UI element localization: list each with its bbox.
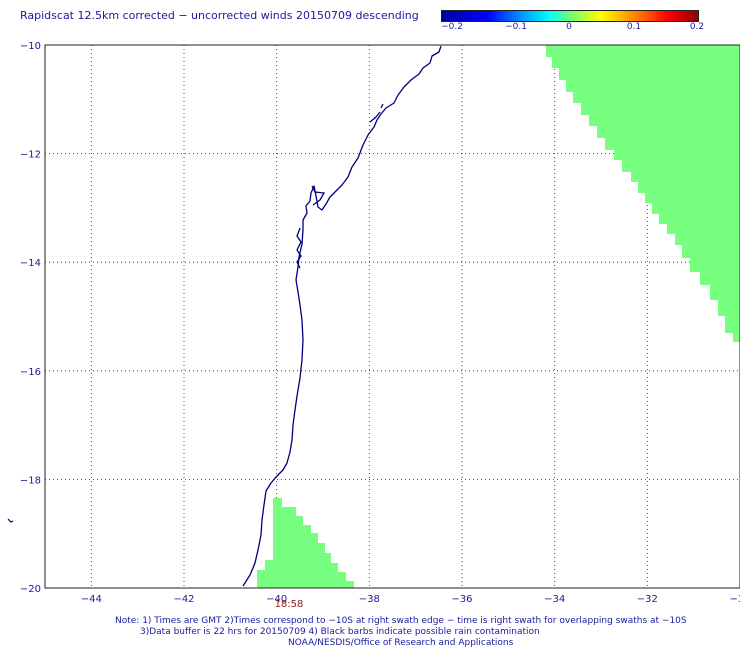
colorbar bbox=[441, 10, 699, 22]
colorbar-tick-label: −0.1 bbox=[505, 22, 527, 32]
x-tick-label: −30 bbox=[729, 594, 740, 605]
note-line-3: NOAA/NESDIS/Office of Research and Appli… bbox=[288, 638, 514, 648]
x-tick-label: −34 bbox=[544, 594, 565, 605]
map-frame bbox=[44, 44, 740, 589]
swath-time-label: 18:58 bbox=[275, 599, 304, 610]
coastline bbox=[242, 45, 442, 587]
x-tick-label: −38 bbox=[359, 594, 380, 605]
note-line-2: 3)Data buffer is 22 hrs for 20150709 4) … bbox=[140, 627, 540, 637]
swath-area-northeast bbox=[546, 45, 740, 342]
y-tick-label: −16 bbox=[20, 367, 41, 378]
island-marker bbox=[7, 518, 14, 523]
x-tick-label: −42 bbox=[173, 594, 194, 605]
x-tick-label: −40 bbox=[266, 594, 287, 605]
y-tick-label: −12 bbox=[20, 150, 41, 161]
colorbar-tick-label: −0.2 bbox=[441, 22, 463, 32]
colorbar-tick-label: 0 bbox=[566, 22, 572, 32]
y-tick-label: −20 bbox=[20, 584, 41, 595]
y-tick-label: −10 bbox=[20, 41, 41, 52]
note-line-1: Note: 1) Times are GMT 2)Times correspon… bbox=[115, 616, 687, 626]
x-tick-label: −32 bbox=[637, 594, 658, 605]
colorbar-tick-label: 0.2 bbox=[689, 22, 705, 32]
map-title: Rapidscat 12.5km corrected − uncorrected… bbox=[20, 9, 419, 22]
colorbar-tick-label: 0.1 bbox=[626, 22, 642, 32]
map-grid bbox=[45, 44, 740, 589]
x-tick-label: −36 bbox=[451, 594, 472, 605]
axis-tick-labels: −44 −42 −40 −38 −36 −34 −32 −30 −10 −12 −14 −16 −18 −… bbox=[20, 41, 740, 605]
x-tick-label: −44 bbox=[81, 594, 102, 605]
y-tick-label: −14 bbox=[20, 258, 41, 269]
y-tick-label: −18 bbox=[20, 475, 41, 486]
swath-area-south bbox=[257, 498, 354, 588]
coast-detail bbox=[296, 103, 384, 269]
